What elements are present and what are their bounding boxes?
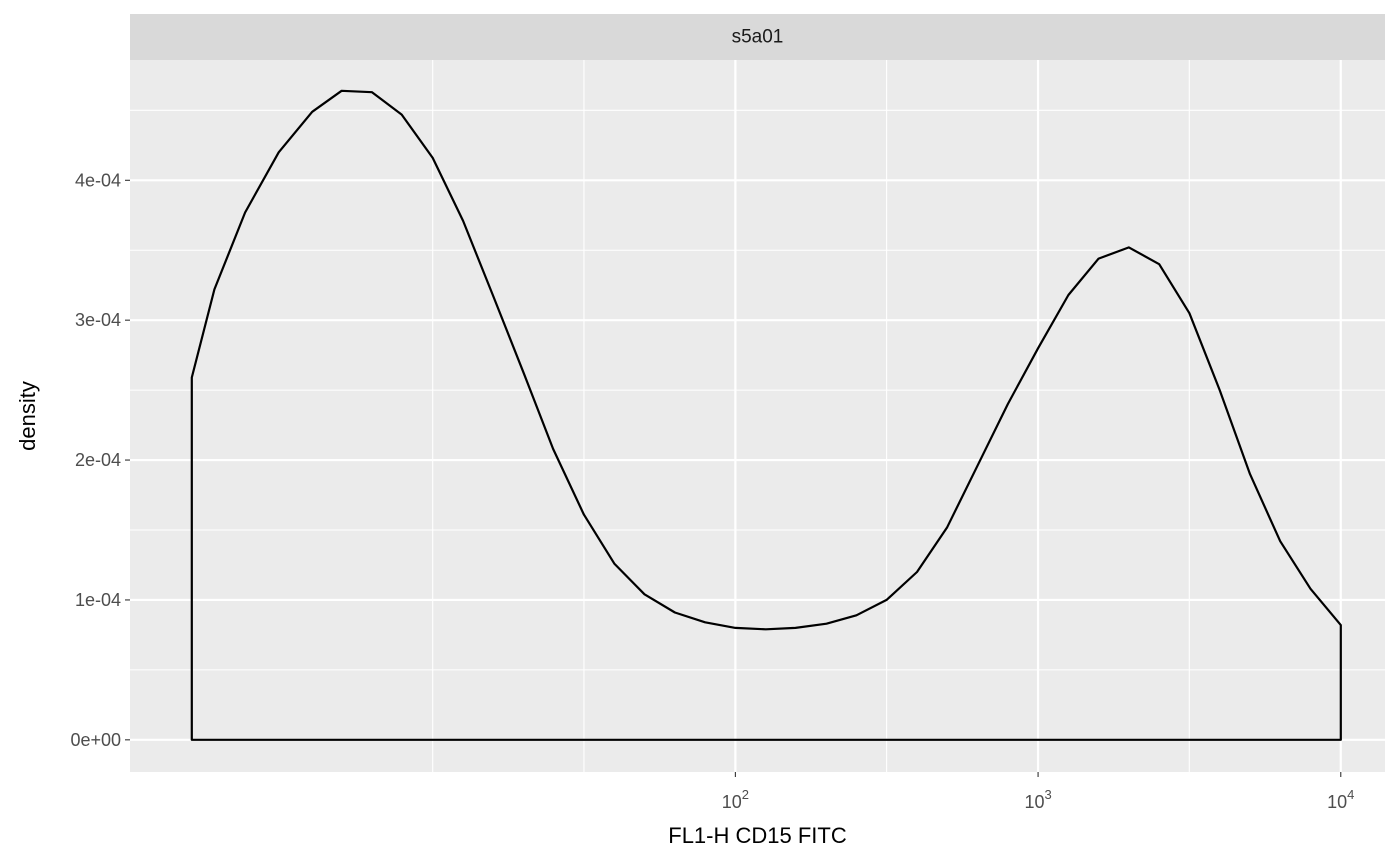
- major-gridlines: [130, 60, 1385, 772]
- x-tick-label: 104: [1327, 787, 1354, 812]
- y-tick-label: 0e+00: [70, 730, 121, 750]
- density-curve: [190, 89, 1342, 741]
- x-axis-title: FL1-H CD15 FITC: [668, 823, 847, 848]
- y-tick-label: 3e-04: [75, 310, 121, 330]
- y-axis: 0e+00 1e-04 2e-04 3e-04 4e-04: [70, 170, 130, 750]
- y-tick-label: 2e-04: [75, 450, 121, 470]
- minor-gridlines: [130, 60, 1385, 772]
- y-tick-label: 4e-04: [75, 170, 121, 190]
- x-axis: 102 103 104: [722, 772, 1354, 812]
- facet-strip-label: s5a01: [732, 27, 784, 48]
- plot-panel: [130, 60, 1385, 772]
- x-tick-label: 102: [722, 787, 749, 812]
- facet-strip: [130, 14, 1385, 60]
- x-tick-label: 103: [1024, 787, 1051, 812]
- y-axis-title: density: [15, 381, 40, 451]
- y-tick-label: 1e-04: [75, 590, 121, 610]
